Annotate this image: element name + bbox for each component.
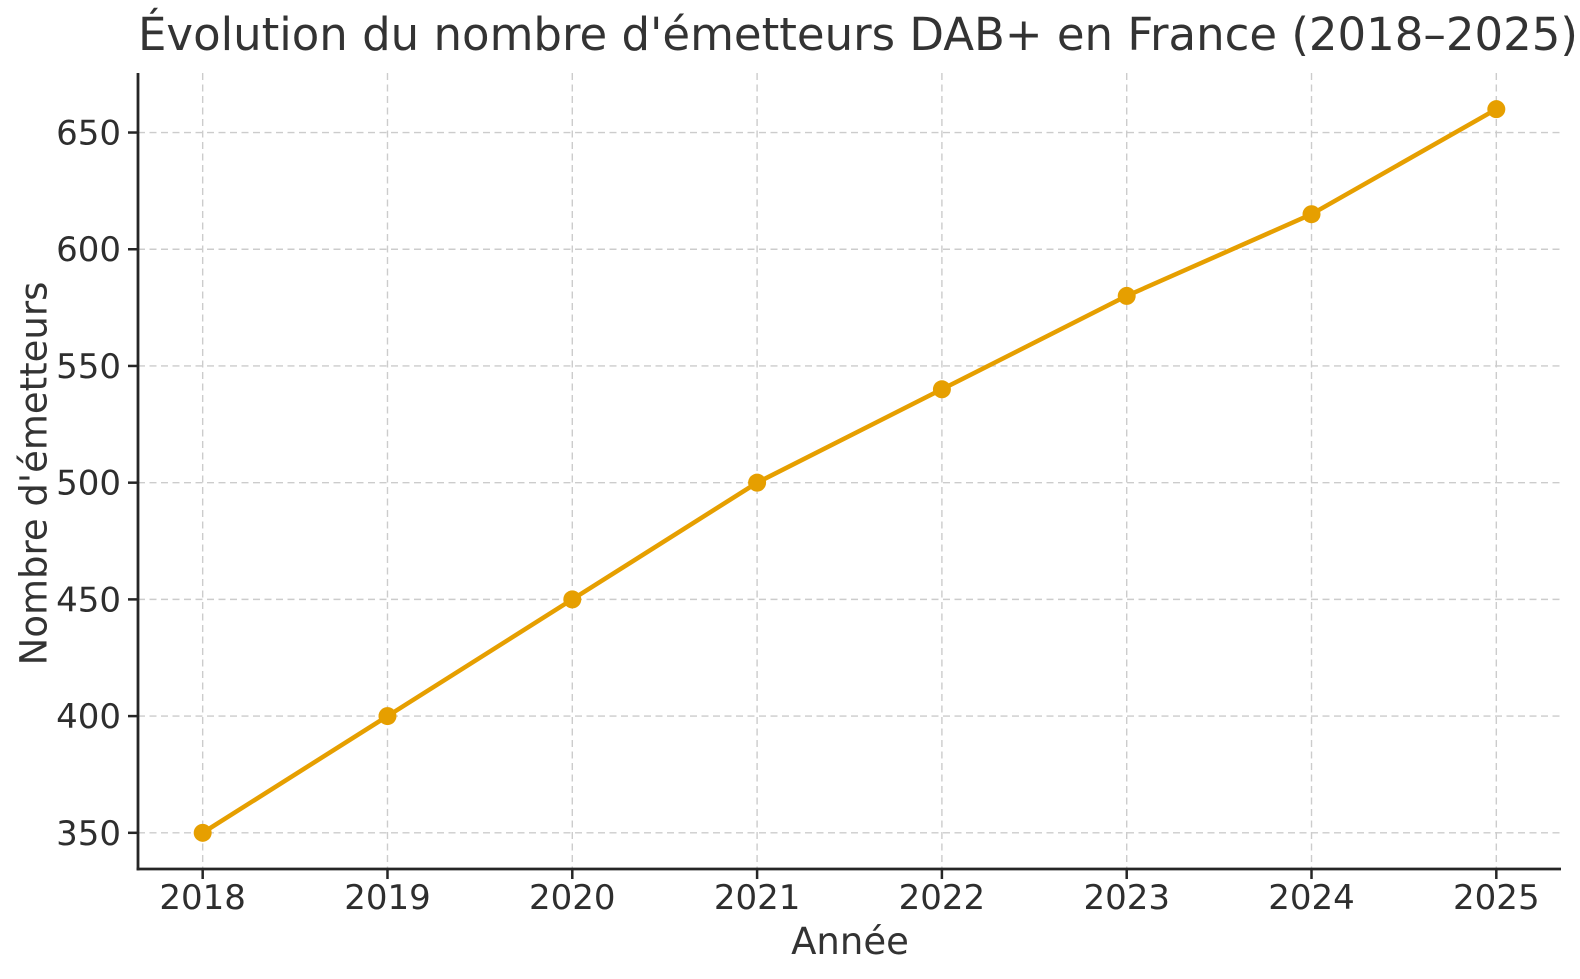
x-tick-label: 2024 <box>1268 878 1355 918</box>
data-point-2022 <box>932 380 951 399</box>
y-tick-label: 600 <box>56 230 121 270</box>
x-tick-label: 2018 <box>159 878 246 918</box>
data-point-2020 <box>563 590 582 609</box>
y-axis-label: Nombre d'émetteurs <box>12 281 56 666</box>
y-tick-label: 450 <box>56 580 121 620</box>
data-point-2021 <box>748 473 767 492</box>
data-line <box>200 106 1499 836</box>
y-tick-label: 650 <box>56 114 121 154</box>
data-point-2019 <box>378 707 397 726</box>
data-point-2023 <box>1117 286 1136 305</box>
y-tick-label: 400 <box>56 697 121 737</box>
y-tick-label: 550 <box>56 347 121 387</box>
x-tick-label: 2025 <box>1453 878 1540 918</box>
chart-title: Évolution du nombre d'émetteurs DAB+ en … <box>138 8 1578 61</box>
x-tick-label: 2020 <box>529 878 616 918</box>
x-tick-label: 2019 <box>344 878 431 918</box>
x-axis-label: Année <box>791 920 909 963</box>
y-tick-label: 350 <box>56 814 121 854</box>
x-tick-label: 2021 <box>714 878 801 918</box>
x-tick-label: 2022 <box>899 878 986 918</box>
x-tick-label: 2023 <box>1083 878 1170 918</box>
data-point-2024 <box>1302 205 1321 224</box>
data-point-2025 <box>1487 100 1506 119</box>
y-tick-label: 500 <box>56 464 121 504</box>
data-point-2018 <box>193 823 212 842</box>
